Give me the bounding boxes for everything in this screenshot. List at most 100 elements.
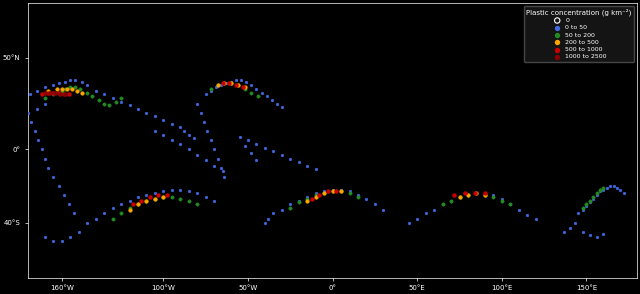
- Point: [108, 96, 118, 100]
- Point: [40, 235, 50, 240]
- Point: [167, 121, 177, 126]
- Point: [40, 156, 50, 161]
- Point: [48, 174, 58, 179]
- Point: [58, 92, 68, 97]
- Point: [60, 86, 70, 91]
- Point: [595, 187, 605, 192]
- Point: [531, 217, 541, 221]
- Point: [40, 90, 50, 95]
- Point: [48, 239, 58, 243]
- Point: [612, 186, 622, 190]
- Point: [192, 101, 202, 106]
- Point: [454, 195, 465, 199]
- Point: [314, 193, 324, 198]
- Point: [252, 158, 262, 163]
- Point: [454, 195, 465, 199]
- Point: [294, 198, 304, 203]
- Point: [564, 226, 575, 230]
- Point: [238, 85, 248, 89]
- Point: [116, 99, 126, 104]
- Point: [615, 187, 625, 192]
- Point: [598, 186, 609, 190]
- Point: [200, 92, 211, 97]
- Point: [99, 92, 109, 97]
- Point: [263, 217, 273, 221]
- Point: [99, 211, 109, 216]
- Point: [175, 125, 186, 130]
- Point: [226, 81, 236, 86]
- Point: [328, 189, 338, 194]
- Point: [454, 195, 465, 199]
- Point: [578, 206, 588, 210]
- Point: [260, 145, 270, 150]
- Point: [40, 85, 50, 89]
- Point: [209, 163, 220, 168]
- Point: [205, 138, 216, 143]
- Point: [218, 81, 228, 86]
- Point: [158, 195, 168, 199]
- Point: [31, 107, 42, 111]
- Point: [116, 96, 126, 100]
- Point: [26, 119, 36, 124]
- Point: [175, 187, 186, 192]
- Point: [167, 138, 177, 143]
- Point: [52, 86, 62, 91]
- Point: [471, 191, 481, 196]
- Point: [505, 202, 515, 207]
- Point: [200, 195, 211, 199]
- Point: [36, 147, 47, 152]
- Point: [285, 156, 296, 161]
- Point: [438, 202, 448, 207]
- Point: [150, 191, 160, 196]
- Point: [559, 229, 570, 234]
- Point: [362, 196, 372, 201]
- Point: [310, 193, 321, 198]
- Point: [184, 147, 194, 152]
- Point: [65, 235, 76, 240]
- Point: [63, 202, 74, 207]
- Point: [150, 196, 160, 201]
- Point: [124, 198, 134, 203]
- Point: [60, 79, 70, 84]
- Point: [449, 193, 460, 198]
- Point: [124, 208, 134, 212]
- Point: [58, 193, 68, 198]
- Legend: 0, 0 to 50, 50 to 200, 200 to 500, 500 to 1000, 1000 to 2500: 0, 0 to 50, 50 to 200, 200 to 500, 500 t…: [524, 6, 634, 62]
- Point: [581, 204, 591, 208]
- Point: [33, 138, 44, 143]
- Point: [29, 129, 40, 133]
- Point: [591, 191, 602, 196]
- Point: [470, 191, 480, 196]
- Point: [133, 107, 143, 111]
- Point: [480, 191, 490, 196]
- Point: [108, 217, 118, 221]
- Point: [212, 83, 223, 88]
- Point: [252, 141, 262, 146]
- Point: [91, 88, 101, 93]
- Point: [505, 202, 515, 207]
- Point: [192, 153, 202, 157]
- Point: [153, 193, 163, 198]
- Point: [175, 196, 186, 201]
- Point: [70, 77, 81, 82]
- Point: [497, 196, 507, 201]
- Point: [150, 129, 160, 133]
- Point: [276, 153, 287, 157]
- Point: [189, 136, 199, 141]
- Point: [463, 193, 473, 198]
- Point: [133, 195, 143, 199]
- Point: [253, 94, 263, 98]
- Point: [353, 195, 363, 199]
- Point: [294, 160, 304, 165]
- Point: [319, 191, 330, 196]
- Point: [24, 92, 35, 97]
- Point: [184, 198, 194, 203]
- Point: [591, 235, 602, 240]
- Point: [585, 198, 595, 203]
- Point: [412, 217, 422, 221]
- Point: [488, 195, 499, 199]
- Point: [60, 92, 70, 97]
- Point: [68, 211, 79, 216]
- Point: [378, 208, 388, 212]
- Point: [111, 99, 121, 104]
